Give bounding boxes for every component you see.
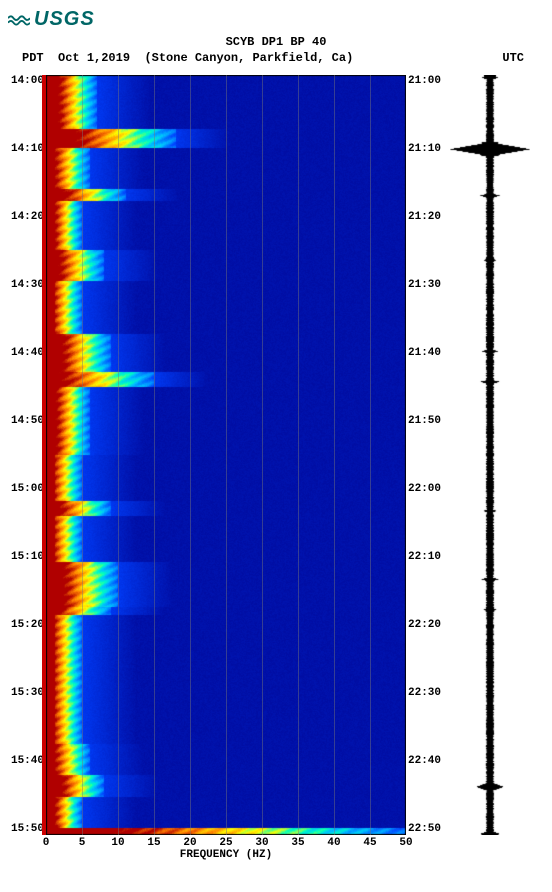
wave-icon: [8, 12, 30, 28]
time-tick: 21:40: [408, 347, 441, 359]
time-tick: 15:50: [11, 823, 44, 835]
y-axis-right-utc: 21:00 21:10 21:20 21:30 21:40 21:50 22:00 22:10…: [406, 75, 444, 835]
x-axis: 05101520253035404550: [46, 835, 406, 849]
x-tick: 45: [363, 837, 376, 849]
time-tick: 22:40: [408, 755, 441, 767]
time-tick: 14:30: [11, 279, 44, 291]
x-tick: 25: [219, 837, 232, 849]
time-tick: 21:30: [408, 279, 441, 291]
time-tick: 22:00: [408, 483, 441, 495]
chart-title-line2: PDT Oct 1,2019 (Stone Canyon, Parkfield,…: [8, 51, 544, 65]
x-tick: 0: [43, 837, 50, 849]
seismogram: [450, 75, 530, 835]
time-tick: 21:00: [408, 75, 441, 87]
time-axis-bar: [42, 75, 46, 835]
time-tick: 14:40: [11, 347, 44, 359]
tz-right: UTC: [502, 51, 524, 65]
time-tick: 21:10: [408, 143, 441, 155]
time-tick: 15:40: [11, 755, 44, 767]
chart-title-line1: SCYB DP1 BP 40: [8, 35, 544, 51]
time-tick: 22:20: [408, 619, 441, 631]
time-tick: 15:10: [11, 551, 44, 563]
y-axis-left-pdt: 14:00 14:10 14:20 14:30 14:40 14:50 15:00 15:10…: [8, 75, 46, 835]
x-tick: 15: [147, 837, 160, 849]
time-tick: 15:30: [11, 687, 44, 699]
x-tick: 20: [183, 837, 196, 849]
spectrogram: [46, 75, 406, 835]
time-tick: 15:20: [11, 619, 44, 631]
logo-text: USGS: [34, 8, 95, 31]
title-location: (Stone Canyon, Parkfield, Ca): [144, 51, 353, 65]
spectrogram-canvas: [46, 75, 406, 835]
x-axis-label: FREQUENCY (HZ): [46, 849, 406, 861]
time-tick: 22:30: [408, 687, 441, 699]
time-tick: 14:10: [11, 143, 44, 155]
time-tick: 22:50: [408, 823, 441, 835]
time-tick: 14:00: [11, 75, 44, 87]
x-tick: 50: [399, 837, 412, 849]
time-tick: 21:20: [408, 211, 441, 223]
x-tick: 40: [327, 837, 340, 849]
x-tick: 5: [79, 837, 86, 849]
time-tick: 15:00: [11, 483, 44, 495]
time-tick: 22:10: [408, 551, 441, 563]
time-tick: 14:50: [11, 415, 44, 427]
time-tick: 21:50: [408, 415, 441, 427]
time-tick: 14:20: [11, 211, 44, 223]
x-tick: 10: [111, 837, 124, 849]
seismogram-canvas: [450, 75, 530, 835]
usgs-logo: USGS: [8, 8, 544, 31]
title-date: Oct 1,2019: [58, 51, 130, 65]
x-tick: 30: [255, 837, 268, 849]
tz-left: PDT: [22, 51, 44, 65]
x-tick: 35: [291, 837, 304, 849]
